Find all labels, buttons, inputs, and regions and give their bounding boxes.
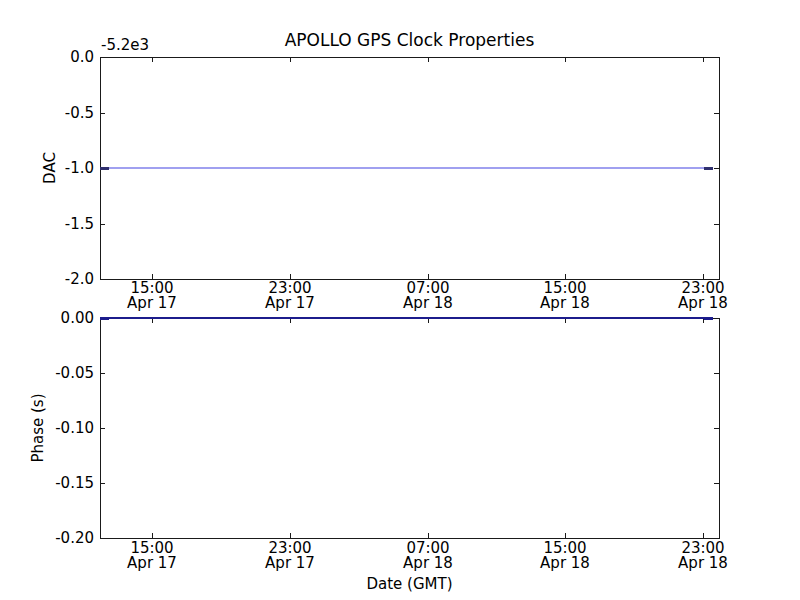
x-tick-mark xyxy=(428,533,429,538)
x-tick-label: 15:00Apr 18 xyxy=(540,541,590,571)
y-tick-mark xyxy=(100,373,105,374)
x-tick-date-line: Apr 17 xyxy=(265,556,315,571)
data-series-endpoint xyxy=(704,317,713,320)
y-tick-mark xyxy=(714,113,719,114)
y-tick-mark xyxy=(714,318,719,319)
x-tick-label: 07:00Apr 18 xyxy=(403,281,453,311)
y-tick-label: -0.20 xyxy=(24,530,94,546)
y-axis-offset-text: -5.2e3 xyxy=(101,36,149,54)
y-tick-label: -0.15 xyxy=(24,475,94,491)
y-tick-mark xyxy=(100,57,105,58)
y-tick-mark xyxy=(714,483,719,484)
y-tick-label: 0.00 xyxy=(24,310,94,326)
y-tick-label: -0.05 xyxy=(24,365,94,381)
x-tick-date-line: Apr 17 xyxy=(127,556,177,571)
y-tick-label: -0.10 xyxy=(24,420,94,436)
y-tick-mark xyxy=(100,483,105,484)
x-tick-label: 15:00Apr 17 xyxy=(127,541,177,571)
y-tick-mark xyxy=(714,279,719,280)
y-tick-label: -0.5 xyxy=(24,105,94,121)
x-tick-label: 23:00Apr 18 xyxy=(678,541,728,571)
x-tick-label: 15:00Apr 18 xyxy=(540,281,590,311)
y-tick-mark xyxy=(100,224,105,225)
x-tick-mark xyxy=(290,533,291,538)
x-tick-mark xyxy=(152,57,153,62)
y-tick-label: -1.0 xyxy=(24,160,94,176)
x-tick-mark xyxy=(703,533,704,538)
x-axis-label: Date (GMT) xyxy=(100,575,719,593)
y-tick-mark xyxy=(100,428,105,429)
y-tick-mark xyxy=(100,279,105,280)
y-tick-mark xyxy=(714,57,719,58)
y-tick-mark xyxy=(100,113,105,114)
phase-plot-area xyxy=(100,318,720,539)
x-tick-mark xyxy=(290,57,291,62)
data-series-line-dac xyxy=(100,167,713,169)
y-tick-label: 0.0 xyxy=(24,49,94,65)
x-tick-mark xyxy=(565,57,566,62)
x-tick-date-line: Apr 18 xyxy=(403,556,453,571)
y-tick-mark xyxy=(714,373,719,374)
y-tick-mark xyxy=(714,168,719,169)
y-tick-mark xyxy=(714,224,719,225)
x-tick-label: 23:00Apr 17 xyxy=(265,281,315,311)
x-tick-date-line: Apr 18 xyxy=(678,556,728,571)
x-tick-mark xyxy=(428,57,429,62)
data-series-line-phase xyxy=(100,317,713,319)
x-tick-date-line: Apr 18 xyxy=(678,296,728,311)
y-tick-mark xyxy=(714,538,719,539)
x-tick-label: 07:00Apr 18 xyxy=(403,541,453,571)
x-tick-date-line: Apr 17 xyxy=(265,296,315,311)
x-tick-date-line: Apr 18 xyxy=(403,296,453,311)
x-tick-date-line: Apr 17 xyxy=(127,296,177,311)
data-series-endpoint xyxy=(100,167,109,170)
data-series-endpoint xyxy=(100,317,109,320)
x-tick-label: 23:00Apr 18 xyxy=(678,281,728,311)
y-tick-label: -1.5 xyxy=(24,216,94,232)
figure-canvas: APOLLO GPS Clock Properties -5.2e3 DAC P… xyxy=(0,0,800,600)
chart-title: APOLLO GPS Clock Properties xyxy=(100,30,719,50)
x-tick-mark xyxy=(565,533,566,538)
x-tick-mark xyxy=(152,533,153,538)
y-tick-mark xyxy=(100,538,105,539)
x-tick-date-line: Apr 18 xyxy=(540,296,590,311)
data-series-endpoint xyxy=(704,167,713,170)
x-tick-mark xyxy=(703,57,704,62)
y-tick-mark xyxy=(714,428,719,429)
x-tick-date-line: Apr 18 xyxy=(540,556,590,571)
x-tick-label: 23:00Apr 17 xyxy=(265,541,315,571)
y-tick-label: -2.0 xyxy=(24,271,94,287)
x-tick-label: 15:00Apr 17 xyxy=(127,281,177,311)
